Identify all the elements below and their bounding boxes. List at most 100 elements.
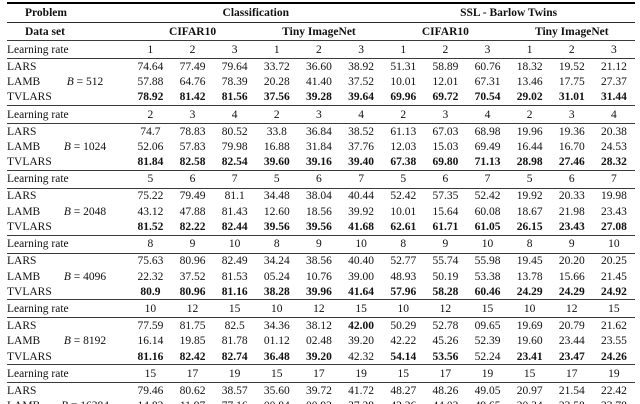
learning-rate-value: 12 — [550, 299, 593, 319]
result-value: 53.56 — [432, 350, 459, 363]
learning-rate-value: 17 — [550, 364, 593, 384]
method-row-lamb: LAMB B = 1024 52.06 57.83 79.98 16.88 31.84 37.… — [7, 139, 635, 154]
result-value: 57.35 — [432, 190, 459, 203]
learning-rate-value: 15 — [382, 364, 425, 384]
learning-rate-value: 5 — [129, 169, 172, 189]
learning-rate-value: 5 — [382, 169, 425, 189]
result-value: 39.16 — [305, 156, 332, 169]
result-value: 12.60 — [263, 205, 290, 218]
result-value: 19.60 — [516, 335, 543, 348]
batch-size-variable: B — [63, 335, 71, 348]
method-label-cell: LAMB B = 8192 — [7, 334, 129, 349]
result-value: 52.24 — [474, 350, 501, 363]
result-value: 39.92 — [348, 205, 375, 218]
result-value: 23.43 — [558, 220, 585, 233]
learning-rate-value: 7 — [339, 169, 383, 189]
result-value: 48.27 — [390, 384, 417, 397]
result-value: 16.44 — [516, 140, 543, 153]
result-value: 71.13 — [474, 156, 501, 169]
result-value: 77.49 — [179, 60, 206, 73]
result-value: 24.26 — [600, 350, 627, 363]
result-value: 82.42 — [179, 350, 206, 363]
result-value: 61.13 — [390, 125, 417, 138]
result-value: 39.56 — [263, 220, 290, 233]
learning-rate-row: Learning rate 8 9 10 8 9 10 8 9 10 8 9 10 — [7, 234, 635, 254]
learning-rate-value: 15 — [592, 299, 635, 319]
result-value: 31.84 — [305, 140, 332, 153]
method-label-cell: LARS — [7, 123, 129, 139]
method-label-cell: LAMB B = 2048 — [7, 204, 129, 219]
method-row-tvlars: TVLARS 81.84 82.58 82.54 39.60 39.16 39.40 67.3… — [7, 154, 635, 170]
result-value: 82.58 — [179, 156, 206, 169]
result-value: 18.56 — [305, 205, 332, 218]
batch-size-variable: B — [63, 140, 71, 153]
result-value: 75.22 — [137, 190, 164, 203]
learning-rate-row: Learning rate 2 3 4 2 3 4 2 3 4 2 3 4 — [7, 104, 635, 124]
learning-rate-value: 8 — [508, 234, 551, 254]
method-label-cell: LARS — [7, 188, 129, 204]
learning-rate-value: 4 — [213, 104, 256, 124]
learning-rate-value: 7 — [213, 169, 256, 189]
result-value: 28.98 — [516, 156, 543, 169]
method-name: TVLARS — [7, 220, 52, 233]
method-row-lars: LARS 75.63 80.96 82.49 34.24 38.56 40.40 52.77 5… — [7, 253, 635, 269]
learning-rate-label: Learning rate — [7, 299, 130, 319]
result-value: 69.80 — [432, 156, 459, 169]
result-value: 24.29 — [516, 285, 543, 298]
result-value: 37.52 — [348, 76, 375, 89]
learning-rate-value: 3 — [550, 104, 593, 124]
method-row-lars: LARS 77.59 81.75 82.5 34.36 38.12 42.00 50.29 52… — [7, 318, 635, 334]
result-value: 36.48 — [263, 350, 290, 363]
method-row-lars: LARS 74.7 78.83 80.52 33.8 36.84 38.52 61.13 67.… — [7, 123, 635, 139]
learning-rate-value: 2 — [550, 40, 593, 60]
learning-rate-value: 3 — [424, 104, 467, 124]
result-value: 19.96 — [516, 125, 543, 138]
learning-rate-label: Learning rate — [7, 364, 130, 384]
result-value: 39.40 — [348, 156, 375, 169]
learning-rate-row: Learning rate 1 2 3 1 2 3 1 2 3 1 2 3 — [7, 40, 635, 60]
result-value: 52.39 — [474, 335, 501, 348]
result-value: 58.89 — [432, 60, 459, 73]
dataset-label: Data set — [7, 22, 130, 42]
learning-rate-value: 19 — [339, 364, 383, 384]
result-value: 19.98 — [600, 190, 627, 203]
result-value: 81.16 — [221, 285, 248, 298]
result-value: 82.54 — [221, 156, 248, 169]
method-row-tvlars: TVLARS 81.52 82.22 82.44 39.56 39.56 41.68 62.6… — [7, 219, 635, 235]
learning-rate-value: 2 — [508, 104, 551, 124]
result-value: 18.32 — [516, 60, 543, 73]
result-value: 16.14 — [137, 335, 164, 348]
result-value: 21.62 — [600, 320, 627, 333]
result-value: 24.92 — [600, 285, 627, 298]
result-value: 28.32 — [600, 156, 627, 169]
method-row-tvlars: TVLARS 80.9 80.96 81.16 38.28 39.96 41.64 57.96… — [7, 284, 635, 300]
result-value: 36.60 — [305, 60, 332, 73]
result-value: 21.98 — [558, 205, 585, 218]
method-label-cell: LARS — [7, 383, 129, 399]
result-value: 39.00 — [348, 270, 375, 283]
result-value: 69.96 — [390, 91, 417, 104]
learning-rate-value: 4 — [339, 104, 383, 124]
method-name: TVLARS — [7, 350, 52, 363]
result-value: 52.42 — [390, 190, 417, 203]
result-value: 23.43 — [600, 205, 627, 218]
result-value: 10.01 — [390, 76, 417, 89]
problem-header-row: Problem Classification SSL - Barlow Twin… — [7, 1, 635, 23]
result-value: 58.28 — [432, 285, 459, 298]
method-name: LAMB — [7, 76, 41, 89]
result-value: 10.01 — [390, 205, 417, 218]
result-value: 15.03 — [432, 140, 459, 153]
result-value: 67.31 — [474, 76, 501, 89]
method-label-cell: LAMB B = 512 — [7, 74, 129, 89]
method-label-cell: LARS — [7, 253, 129, 269]
learning-rate-label: Learning rate — [7, 169, 130, 189]
learning-rate-value: 9 — [297, 234, 340, 254]
learning-rate-value: 2 — [171, 40, 214, 60]
result-value: 31.44 — [600, 91, 627, 104]
result-value: 22.42 — [600, 384, 627, 397]
method-name: LARS — [7, 255, 37, 268]
result-value: 39.60 — [263, 156, 290, 169]
method-row-lamb: LAMB B = 8192 16.14 19.85 81.78 01.12 02.48 39.… — [7, 334, 635, 349]
result-value: 19.69 — [516, 320, 543, 333]
